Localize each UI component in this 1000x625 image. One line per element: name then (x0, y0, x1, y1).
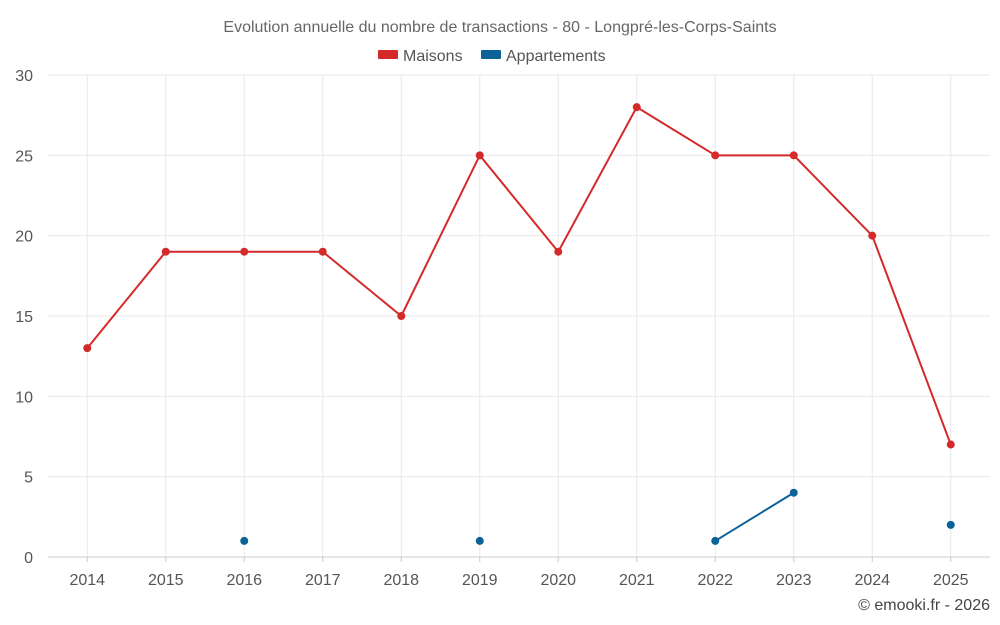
x-tick-label: 2017 (305, 572, 341, 589)
y-tick-label: 15 (15, 309, 33, 326)
legend-swatch-maisons[interactable] (378, 50, 398, 59)
series (83, 103, 955, 545)
data-point-appartements[interactable] (711, 536, 720, 545)
x-tick-label: 2018 (383, 572, 419, 589)
data-point-maisons[interactable] (946, 440, 955, 449)
data-point-maisons[interactable] (789, 151, 798, 160)
y-tick-label: 30 (15, 68, 33, 85)
data-point-maisons[interactable] (397, 312, 406, 320)
y-tick-label: 25 (15, 148, 33, 165)
data-point-maisons[interactable] (554, 247, 563, 256)
y-tick-label: 0 (24, 550, 33, 567)
data-point-appartements[interactable] (240, 536, 249, 545)
credit-text: © emooki.fr - 2026 (858, 597, 990, 614)
data-point-maisons[interactable] (711, 151, 720, 160)
x-tick-label: 2020 (540, 572, 576, 589)
data-point-maisons[interactable] (161, 247, 170, 256)
data-point-appartements[interactable] (475, 536, 484, 545)
x-tick-label: 2024 (854, 572, 890, 589)
data-point-maisons[interactable] (868, 231, 877, 240)
x-tick-label: 2019 (462, 572, 498, 589)
y-tick-label: 5 (24, 470, 33, 487)
data-point-appartements[interactable] (789, 488, 798, 497)
data-point-maisons[interactable] (83, 344, 92, 353)
x-tick-label: 2014 (69, 572, 105, 589)
legend-swatch-appartements[interactable] (481, 50, 501, 59)
chart-title: Evolution annuelle du nombre de transact… (223, 19, 776, 36)
x-tick-label: 2023 (776, 572, 812, 589)
x-tick-label: 2022 (697, 572, 733, 589)
x-tick-label: 2025 (933, 572, 969, 589)
x-tick-label: 2016 (226, 572, 262, 589)
legend-label-appartements[interactable]: Appartements (506, 48, 606, 65)
series-line-appartements (714, 491, 795, 542)
data-point-maisons[interactable] (632, 103, 641, 112)
series-line-maisons (86, 106, 952, 445)
y-tick-label: 20 (15, 229, 33, 246)
x-tick-label: 2021 (619, 572, 655, 589)
data-point-maisons[interactable] (318, 247, 327, 256)
data-point-maisons[interactable] (475, 151, 484, 160)
y-tick-label: 10 (15, 389, 33, 406)
data-point-appartements[interactable] (946, 520, 955, 529)
legend: Maisons Appartements (378, 48, 606, 65)
data-point-maisons[interactable] (240, 247, 249, 256)
x-tick-label: 2015 (148, 572, 184, 589)
grid (48, 74, 990, 557)
legend-label-maisons[interactable]: Maisons (403, 48, 463, 65)
